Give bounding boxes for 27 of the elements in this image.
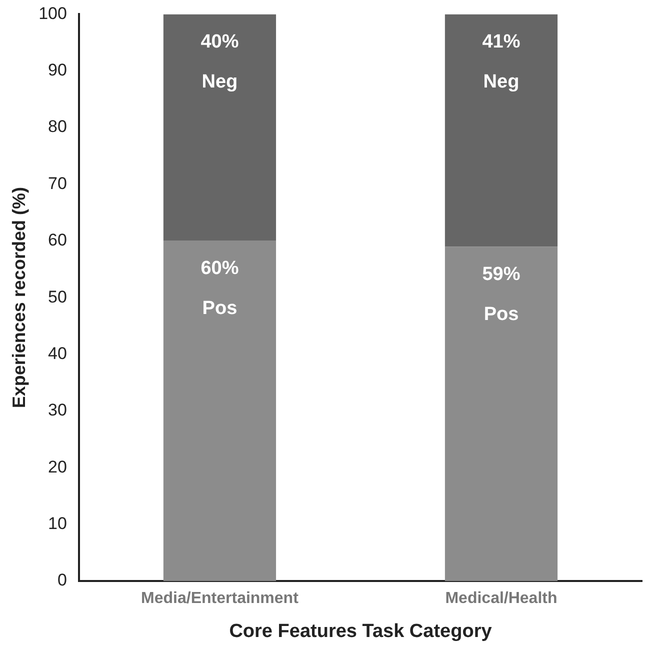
y-tick-label: 50 (48, 287, 67, 306)
x-axis-title: Core Features Task Category (229, 620, 492, 642)
text: Neg (202, 71, 238, 92)
data-label: 41% (482, 31, 520, 52)
y-tick-label: 30 (48, 400, 67, 420)
data-label: 60% (200, 258, 239, 280)
y-tick-label: 90 (48, 60, 67, 80)
x-tick-label: Media/Entertainment (141, 590, 300, 608)
series-label: Pos (202, 298, 238, 320)
bar (444, 14, 558, 247)
y-tick-label: 10 (48, 514, 67, 534)
series-label: Neg (483, 71, 520, 92)
y-tick-label: 100 (38, 4, 67, 23)
y-tick-label: 40 (48, 344, 67, 363)
y-tick-label: 60 (48, 230, 67, 250)
text: Pos (484, 304, 519, 325)
y-tick-label: 0 (57, 570, 67, 590)
data-label: 59% (482, 264, 520, 285)
y-tick-label: 80 (48, 117, 67, 136)
bar (444, 246, 558, 581)
data-label: 40% (200, 31, 239, 52)
x-tick-label: Medical/Health (445, 590, 558, 608)
bar (163, 14, 276, 241)
y-tick-label: 20 (48, 457, 67, 476)
bar (163, 240, 276, 581)
y-axis-title: Experiences recorded (%) (8, 187, 29, 408)
y-tick-label: 70 (48, 174, 67, 193)
